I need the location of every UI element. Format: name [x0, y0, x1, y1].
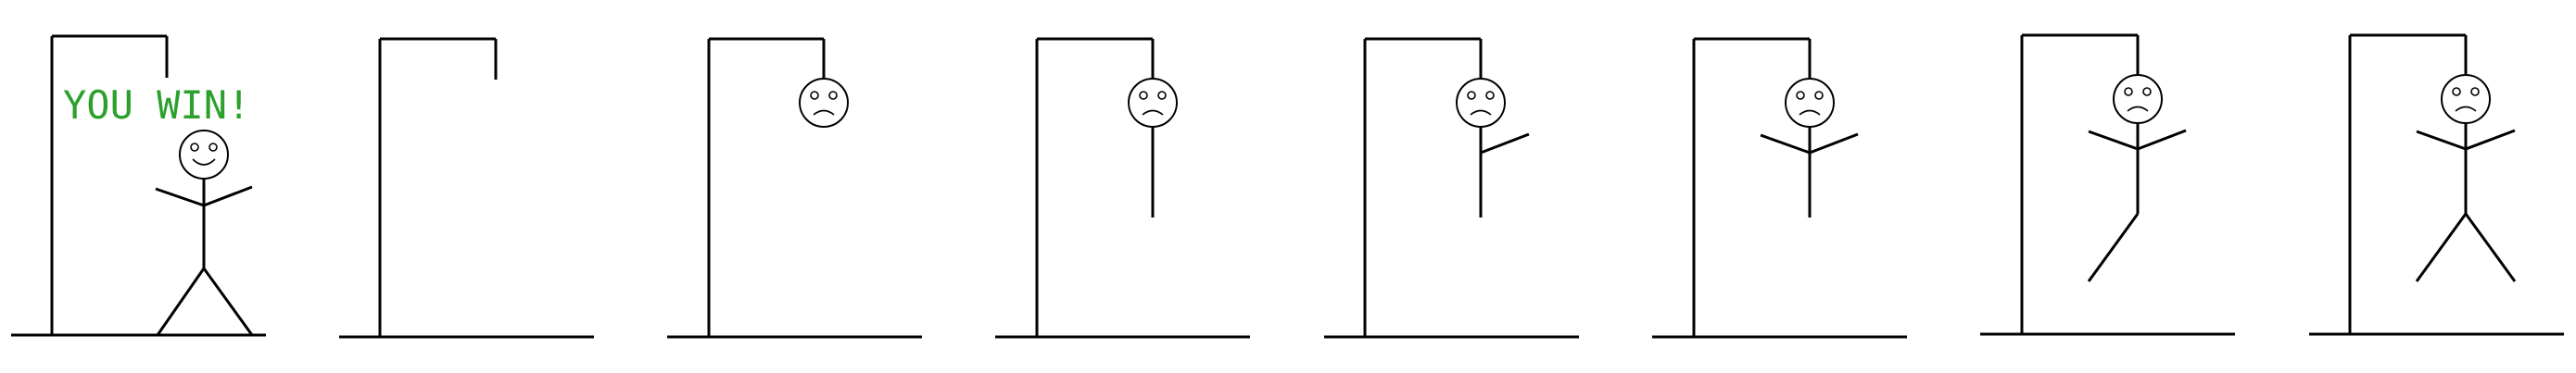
- head: [1128, 78, 1178, 128]
- left-leg: [156, 267, 206, 336]
- left-eye: [1467, 91, 1476, 100]
- frown-mouth: [1142, 109, 1164, 116]
- right-eye: [1485, 91, 1495, 100]
- right-eye: [1814, 91, 1824, 100]
- head: [1785, 78, 1835, 128]
- right-arm: [2465, 129, 2516, 151]
- stick-figure: [1456, 78, 1530, 218]
- right-arm: [1480, 132, 1530, 155]
- gallows: [2309, 33, 2564, 336]
- left-eye: [2124, 87, 2133, 96]
- frown-mouth: [1799, 109, 1821, 116]
- gallows: [1980, 33, 2235, 336]
- right-eye: [828, 91, 838, 100]
- left-arm: [1760, 133, 1811, 155]
- frown-mouth: [813, 109, 835, 116]
- frame-stage-6: [2309, 33, 2564, 336]
- left-arm: [2416, 130, 2467, 151]
- win-message: YOU WIN!: [63, 82, 250, 128]
- gallows: [1652, 37, 1907, 339]
- head: [1456, 78, 1506, 128]
- right-eye: [208, 143, 218, 152]
- right-arm: [203, 185, 253, 207]
- head: [179, 130, 229, 180]
- head: [799, 78, 849, 128]
- frame-stage-4: [1652, 37, 1907, 339]
- right-arm: [1809, 132, 1859, 155]
- frown-mouth: [2455, 106, 2477, 112]
- frame-stage-2: [995, 37, 1250, 339]
- left-arm: [155, 187, 205, 207]
- left-eye: [2452, 87, 2461, 96]
- frown-mouth: [1470, 109, 1492, 116]
- left-leg: [2415, 213, 2468, 282]
- right-leg: [2464, 213, 2517, 282]
- left-eye: [1139, 91, 1148, 100]
- right-eye: [1157, 91, 1167, 100]
- left-eye: [810, 91, 819, 100]
- right-eye: [2142, 87, 2152, 96]
- right-leg: [202, 267, 254, 336]
- frame-win: YOU WIN!: [11, 34, 266, 337]
- left-eye: [190, 143, 199, 152]
- stick-figure: [1128, 78, 1178, 218]
- stick-figure: [2087, 74, 2187, 282]
- left-eye: [1796, 91, 1805, 100]
- frame-stage-5: [1980, 33, 2235, 336]
- frame-stage-0: [339, 37, 594, 339]
- left-arm: [2088, 130, 2139, 151]
- frown-mouth: [2127, 106, 2149, 112]
- gallows: [667, 37, 922, 339]
- right-arm: [2137, 129, 2187, 151]
- gallows: [1324, 37, 1579, 339]
- head: [2113, 74, 2163, 124]
- gallows: [339, 37, 594, 339]
- stick-figure: [2415, 74, 2517, 282]
- stick-figure: [1760, 78, 1859, 218]
- gallows: [995, 37, 1250, 339]
- left-leg: [2087, 213, 2140, 282]
- head: [2441, 74, 2491, 124]
- frame-stage-3: [1324, 37, 1579, 339]
- frame-stage-1: [667, 37, 922, 339]
- stick-figure: [799, 78, 849, 128]
- stick-figure: [155, 130, 254, 336]
- smile-mouth: [192, 158, 216, 166]
- gallows: [11, 34, 266, 337]
- right-eye: [2470, 87, 2480, 96]
